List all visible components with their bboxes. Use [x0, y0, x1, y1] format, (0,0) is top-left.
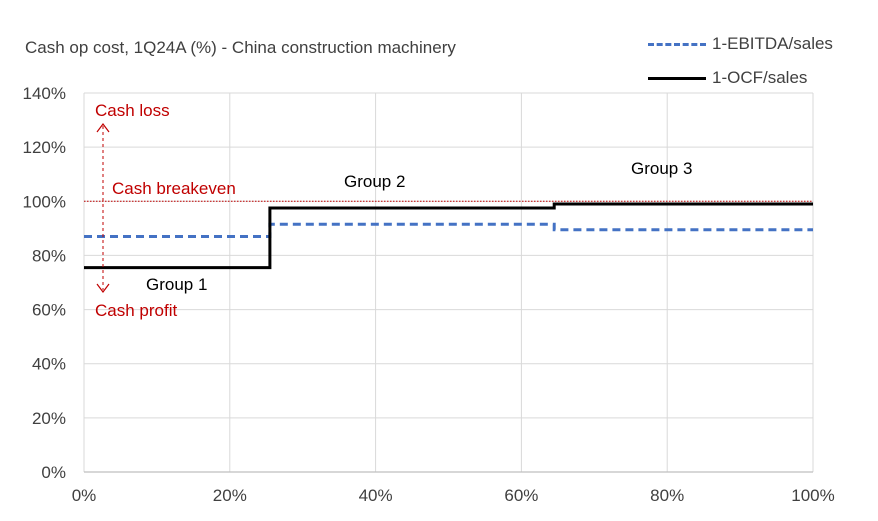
group1-label: Group 1	[146, 275, 207, 294]
x-tick-label: 100%	[791, 486, 834, 505]
y-tick-label: 120%	[23, 138, 66, 157]
cash-profit-arrowhead	[96, 283, 110, 293]
legend-item-ocf: 1-OCF/sales	[648, 68, 807, 88]
x-tick-label: 60%	[504, 486, 538, 505]
y-tick-label: 60%	[32, 301, 66, 320]
annotations: Cash loss Cash profit Cash breakeven Group …	[95, 101, 692, 320]
y-tick-label: 0%	[41, 463, 66, 482]
group2-label: Group 2	[344, 172, 405, 191]
x-tick-label: 0%	[72, 486, 97, 505]
legend-label-ebitda: 1-EBITDA/sales	[712, 34, 833, 53]
y-tick-label: 40%	[32, 355, 66, 374]
x-tick-label: 20%	[213, 486, 247, 505]
legend-swatch-ocf	[648, 76, 706, 80]
y-tick-label: 100%	[23, 192, 66, 211]
cash-profit-label: Cash profit	[95, 301, 177, 320]
series-lines	[84, 202, 813, 270]
x-tick-label: 40%	[359, 486, 393, 505]
y-tick-label: 80%	[32, 246, 66, 265]
x-tick-label: 80%	[650, 486, 684, 505]
series-line-ebitda	[84, 222, 813, 238]
axes: 0% 20% 40% 60% 80% 100% 120% 140% 0% 20% 40% 60% 80%…	[23, 84, 835, 505]
group3-label: Group 3	[631, 159, 692, 178]
series-line-ocf	[84, 202, 813, 270]
legend-swatch-ebitda	[648, 42, 706, 46]
breakeven-label: Cash breakeven	[112, 179, 236, 198]
cash-loss-arrowhead	[96, 123, 110, 133]
legend-label-ocf: 1-OCF/sales	[712, 68, 808, 87]
chart-title: Cash op cost, 1Q24A (%) - China construc…	[25, 38, 456, 57]
y-tick-label: 20%	[32, 409, 66, 428]
y-tick-label: 140%	[23, 84, 66, 103]
legend-item-ebitda: 1-EBITDA/sales	[648, 34, 833, 54]
cash-loss-label: Cash loss	[95, 101, 170, 120]
